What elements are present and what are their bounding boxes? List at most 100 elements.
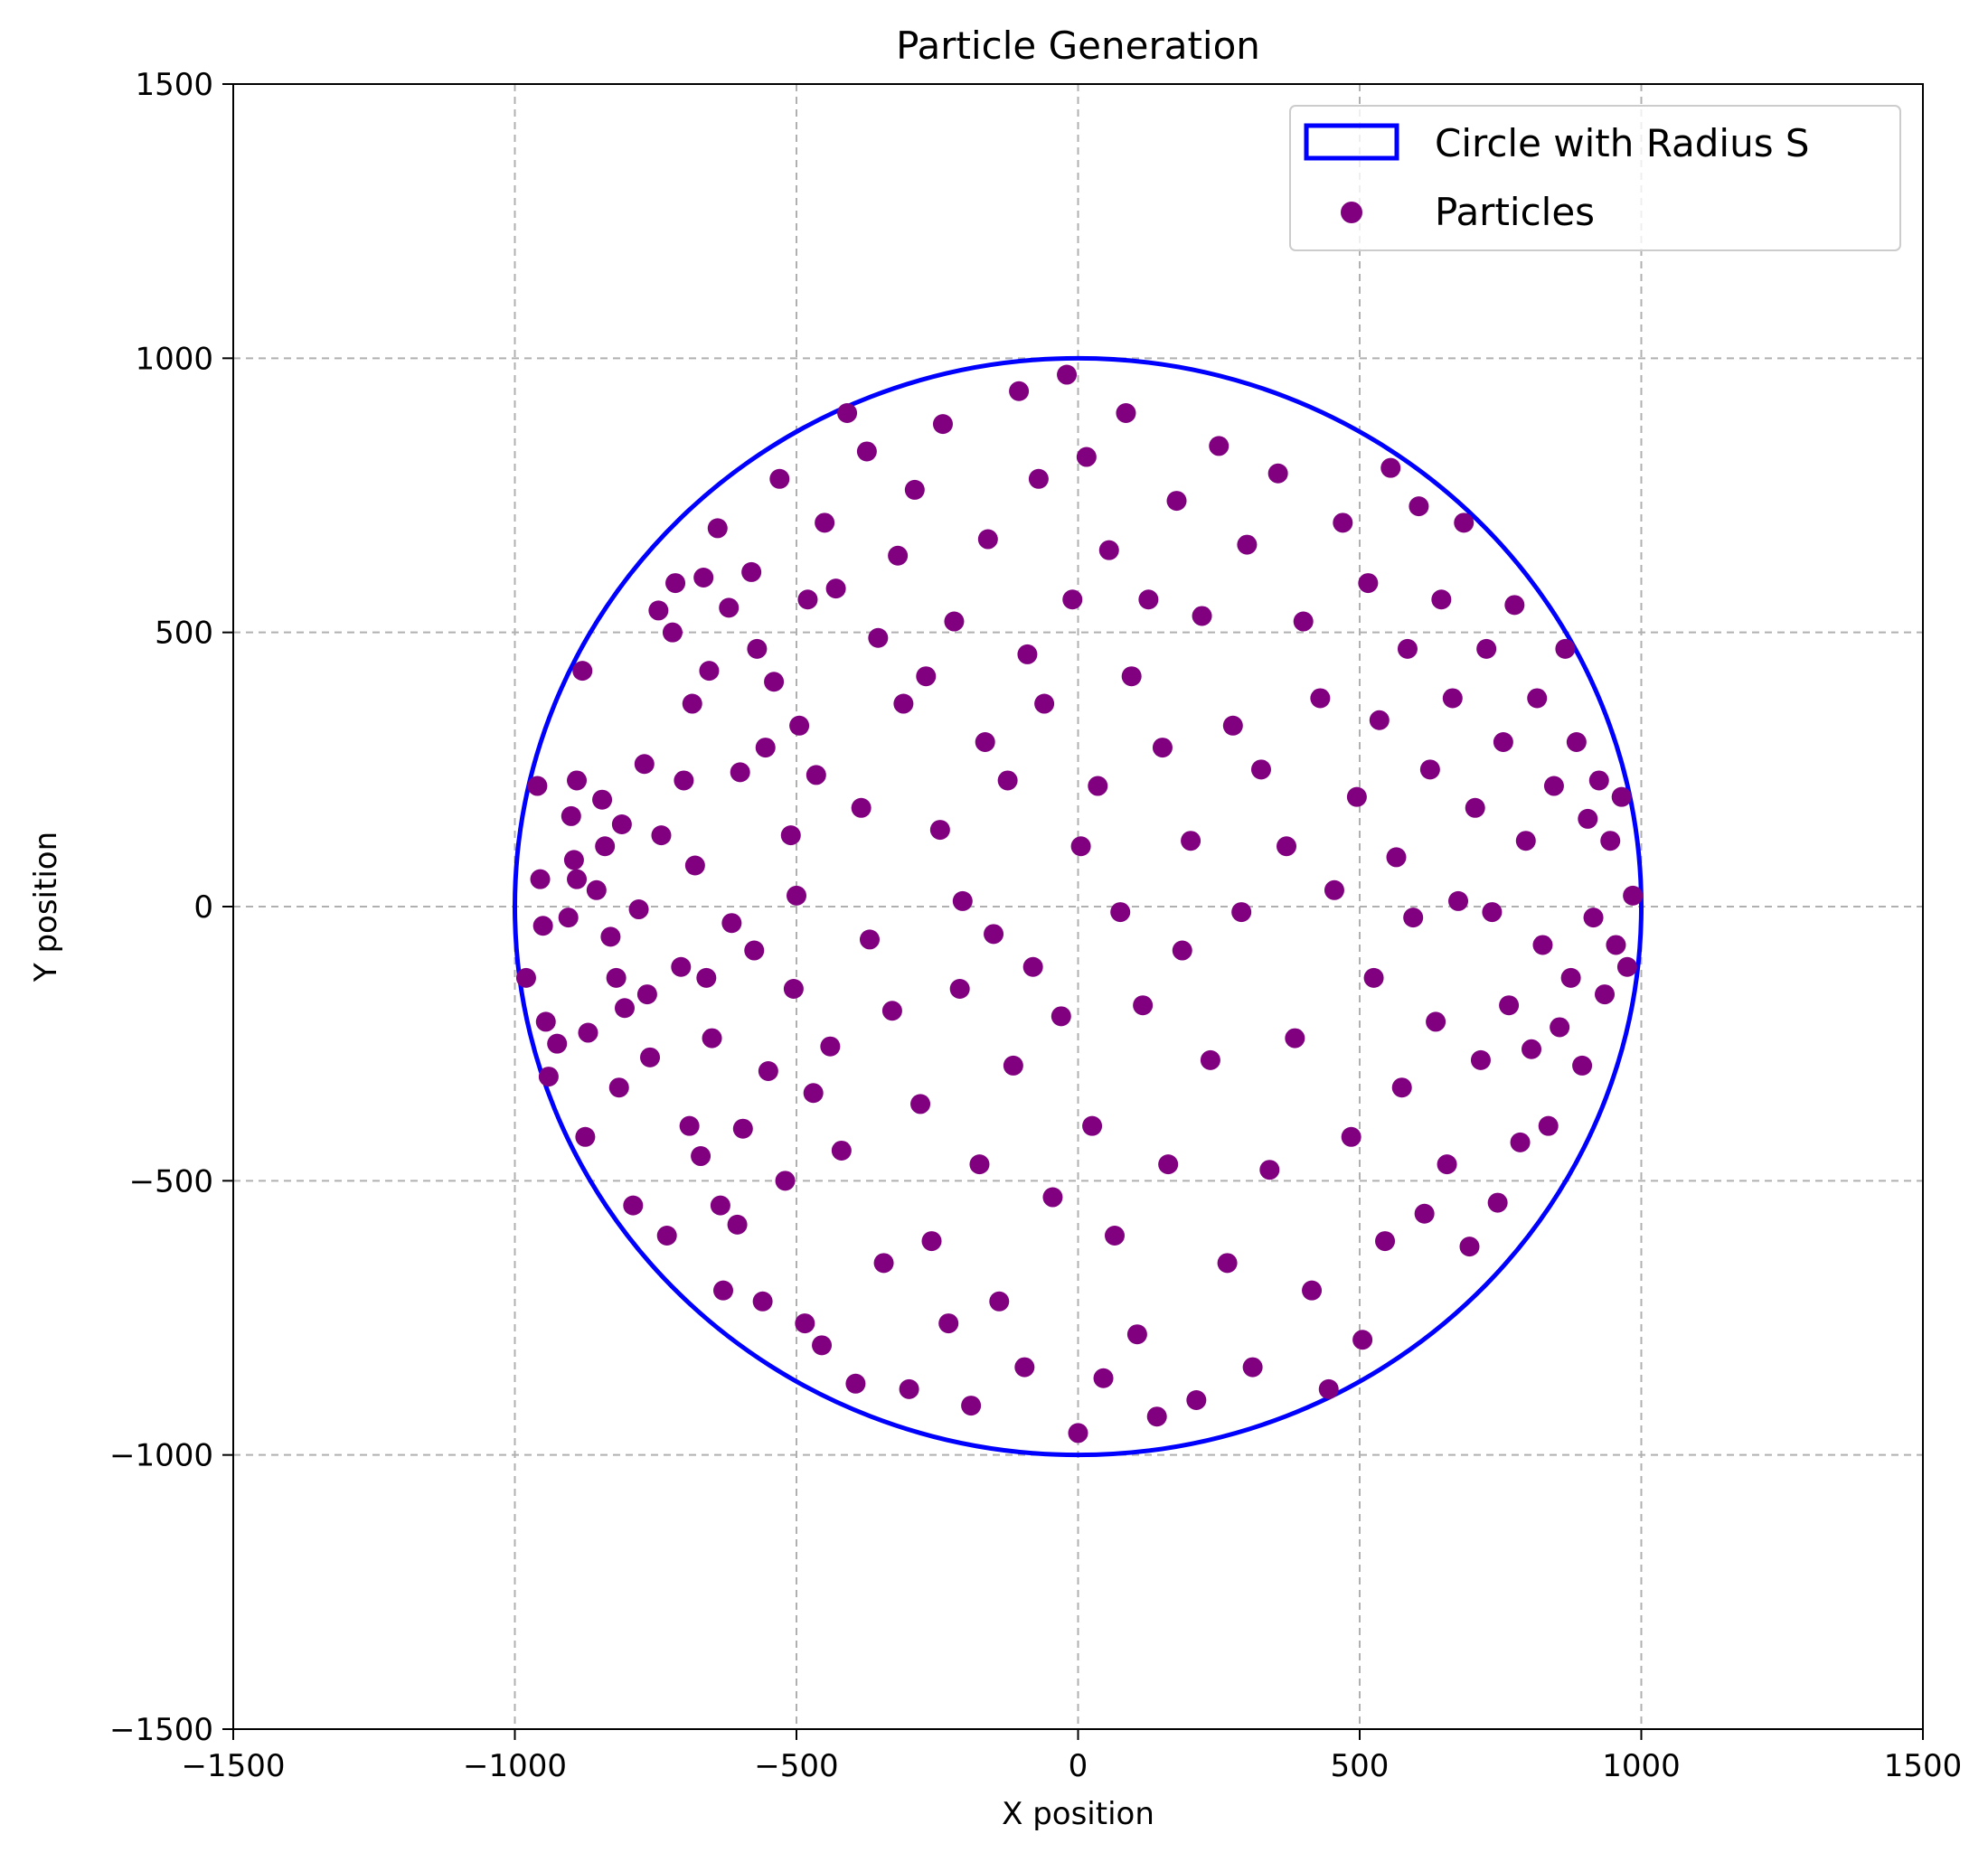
particle-point xyxy=(1042,1187,1063,1208)
particle-point xyxy=(608,1077,629,1098)
particle-point xyxy=(532,916,553,936)
particle-point xyxy=(1375,1231,1396,1252)
particle-point xyxy=(547,1033,568,1054)
particle-point xyxy=(831,1140,852,1161)
particle-point xyxy=(1302,1280,1323,1301)
particle-point xyxy=(868,627,889,648)
y-tick-label: 1000 xyxy=(135,341,213,377)
particle-point xyxy=(944,611,965,632)
particle-point xyxy=(899,1378,919,1399)
particle-point xyxy=(702,1028,722,1049)
particle-point xyxy=(744,940,765,961)
particle-point xyxy=(812,1335,833,1356)
particle-point xyxy=(1121,666,1142,687)
ticks: −1500 −1000 −500 0 500 1000 1500 −1500 −1000 −500… xyxy=(109,67,1962,1784)
particle-point xyxy=(1172,940,1192,961)
particle-point xyxy=(1380,457,1401,478)
particle-point xyxy=(567,869,588,889)
particle-point xyxy=(628,899,649,920)
particle-point xyxy=(1324,879,1344,900)
particle-point xyxy=(916,666,937,687)
legend-circle-swatch xyxy=(1304,123,1399,161)
particle-point xyxy=(775,1171,796,1191)
particle-point xyxy=(1116,403,1136,423)
particle-point xyxy=(1465,797,1485,818)
particle-point xyxy=(851,797,872,818)
particle-point xyxy=(747,638,768,659)
particle-point xyxy=(815,513,835,533)
particle-point xyxy=(1126,1324,1147,1345)
particle-point xyxy=(1217,1253,1238,1274)
particle-point xyxy=(1181,831,1201,851)
particle-point xyxy=(1222,715,1243,736)
x-tick-label: 1500 xyxy=(1884,1748,1963,1784)
particle-point xyxy=(741,561,762,582)
particle-point xyxy=(1391,1077,1412,1098)
particle-point xyxy=(1003,1055,1023,1076)
particle-point xyxy=(820,1036,841,1057)
particle-point xyxy=(640,1047,661,1067)
particle-point xyxy=(1426,1011,1446,1032)
particle-point xyxy=(1028,468,1049,489)
particle-point xyxy=(893,693,914,714)
particle-point xyxy=(797,589,818,610)
x-tick-label: 500 xyxy=(1331,1748,1390,1784)
particle-point xyxy=(1158,1154,1179,1175)
particle-point xyxy=(648,600,669,621)
particle-point xyxy=(1532,935,1553,955)
particle-point xyxy=(1482,902,1503,923)
particle-point xyxy=(803,1083,824,1104)
particle-point xyxy=(997,770,1018,791)
particle-point xyxy=(1237,534,1258,555)
particle-point xyxy=(787,885,806,906)
particle-point xyxy=(614,998,635,1019)
particle-point xyxy=(780,825,801,846)
particle-point xyxy=(1293,611,1314,632)
particle-point xyxy=(1068,1423,1088,1444)
particle-point xyxy=(1363,967,1384,988)
particle-point xyxy=(662,622,683,643)
legend: Circle with Radius S Particles xyxy=(1289,105,1901,251)
particle-point xyxy=(1231,902,1252,923)
particle-point xyxy=(1386,847,1407,868)
particle-point xyxy=(1318,1378,1339,1399)
legend-circle-label: Circle with Radius S xyxy=(1435,121,1810,165)
particle-point xyxy=(961,1396,982,1416)
particle-point xyxy=(783,979,804,999)
particle-point xyxy=(679,1115,700,1136)
particle-point xyxy=(732,1118,753,1139)
particle-point xyxy=(558,907,579,928)
particle-point xyxy=(721,913,742,934)
particle-point xyxy=(636,984,657,1005)
particle-point xyxy=(1409,496,1429,517)
y-tick-label: 500 xyxy=(155,616,213,652)
particle-point xyxy=(881,1001,902,1021)
particle-point xyxy=(1616,956,1637,977)
particle-point xyxy=(949,979,970,999)
particle-point xyxy=(1527,688,1548,709)
particle-point xyxy=(1333,513,1353,533)
particle-point xyxy=(693,568,714,588)
particle-point xyxy=(1397,638,1418,659)
particle-point xyxy=(977,529,998,550)
particle-point xyxy=(929,820,950,841)
particle-point xyxy=(1504,595,1525,616)
particle-point xyxy=(527,776,548,796)
particle-point xyxy=(727,1214,748,1235)
particle-point xyxy=(1606,935,1626,955)
particle-point xyxy=(795,1313,815,1334)
particle-point xyxy=(1192,606,1212,626)
particle-point xyxy=(1414,1203,1435,1224)
particle-point xyxy=(575,1126,596,1147)
particle-point xyxy=(623,1195,644,1216)
x-tick-label: 1000 xyxy=(1602,1748,1681,1784)
x-tick-label: −1500 xyxy=(181,1748,285,1784)
particle-point xyxy=(1186,1390,1207,1410)
particle-point xyxy=(1611,786,1632,807)
y-tick-label: 0 xyxy=(193,889,213,926)
particle-point xyxy=(1310,688,1331,709)
particle-point xyxy=(1550,1017,1570,1038)
particle-point xyxy=(600,926,621,947)
particle-point xyxy=(1166,491,1187,512)
particle-point xyxy=(1277,836,1297,857)
